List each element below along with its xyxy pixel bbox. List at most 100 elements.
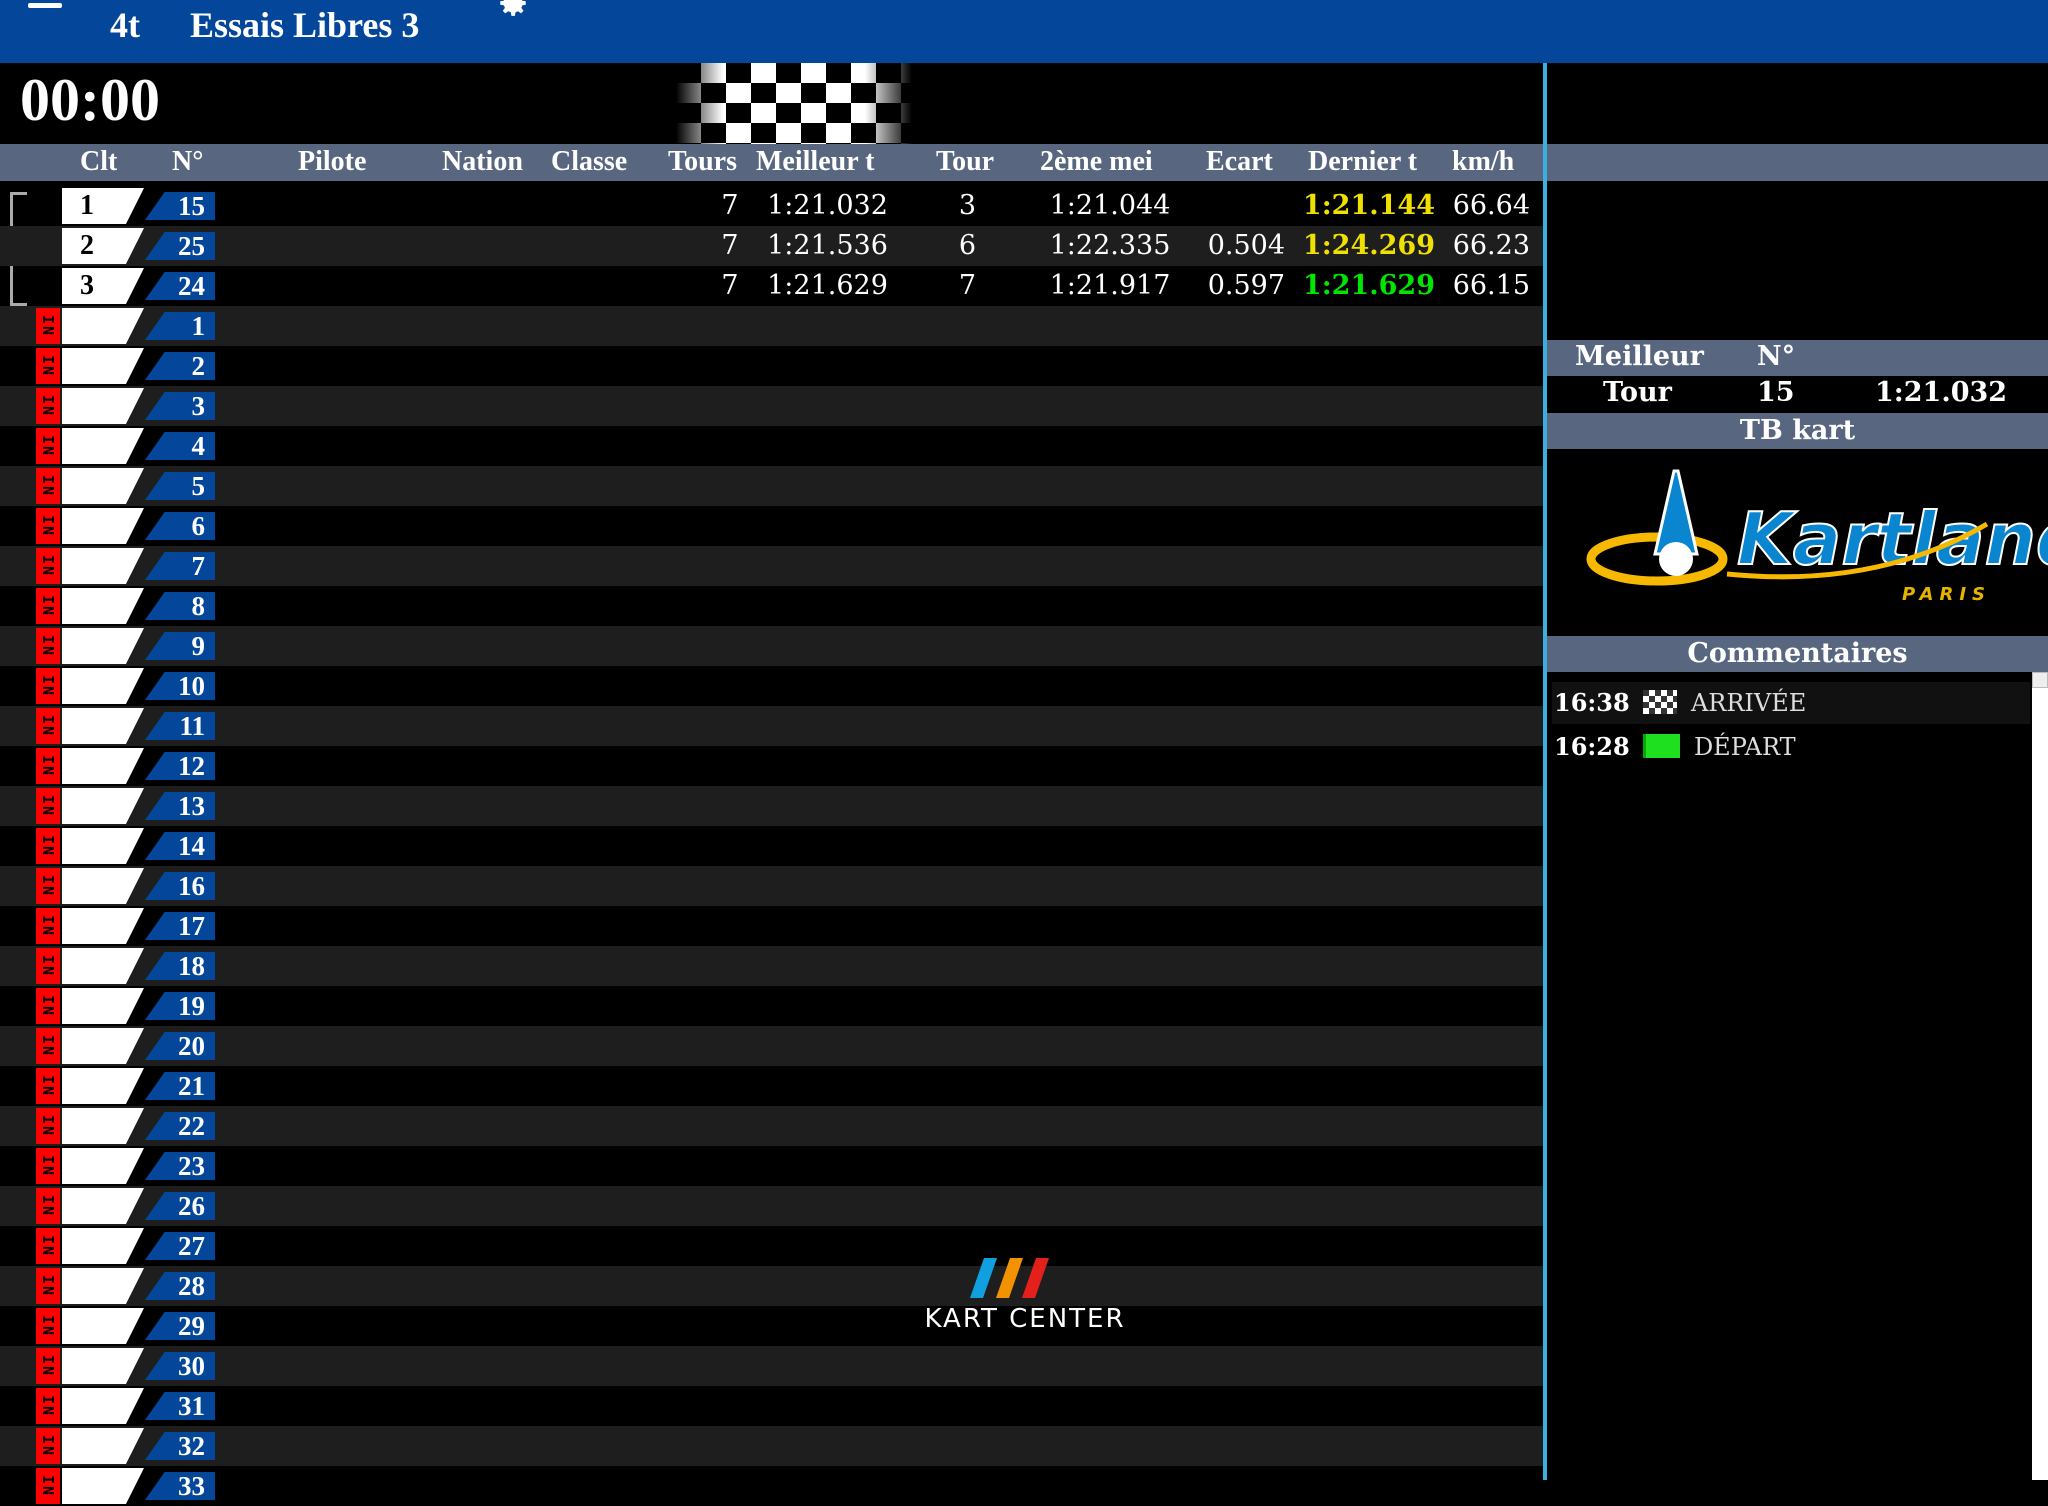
table-row[interactable]: IN 4 — [0, 426, 1543, 466]
table-row[interactable]: IN 11 — [0, 706, 1543, 746]
table-row[interactable]: IN 10 — [0, 666, 1543, 706]
checkered-flag-icon — [676, 63, 912, 144]
comments-scrollbar[interactable] — [2032, 672, 2048, 1480]
table-row[interactable]: IN 5 — [0, 466, 1543, 506]
position-badge — [62, 1468, 144, 1504]
cell-kmh: 66.23 — [1452, 230, 1530, 261]
pit-in-badge: IN — [36, 948, 60, 984]
table-row[interactable]: IN 2 — [0, 346, 1543, 386]
table-row[interactable]: IN 29 — [0, 1306, 1543, 1346]
table-row[interactable]: IN 32 — [0, 1426, 1543, 1466]
col-meilleur[interactable]: Meilleur t — [756, 146, 875, 177]
table-row[interactable]: IN 14 — [0, 826, 1543, 866]
table-row[interactable]: IN 28 — [0, 1266, 1543, 1306]
position-badge — [62, 1388, 144, 1424]
col-kmh[interactable]: km/h — [1452, 146, 1515, 177]
table-row[interactable]: IN 21 — [0, 1066, 1543, 1106]
table-row[interactable]: IN 17 — [0, 906, 1543, 946]
best-lap-label: Meilleur — [1575, 341, 1704, 372]
position-badge — [62, 748, 144, 784]
table-row[interactable]: IN 23 — [0, 1146, 1543, 1186]
pit-in-badge: IN — [36, 908, 60, 944]
cell-dernier: 1:21.629 — [1302, 270, 1435, 301]
comment-time: 16:38 — [1554, 688, 1630, 717]
table-row[interactable]: IN 3 — [0, 386, 1543, 426]
kartland-logo: Kartland PARIS — [1547, 449, 2048, 636]
table-row[interactable]: IN 7 — [0, 546, 1543, 586]
comment-item: 16:28 DÉPART — [1552, 726, 2030, 768]
scroll-up-arrow-icon[interactable] — [2032, 672, 2048, 688]
kart-number: 5 — [145, 472, 215, 500]
table-row[interactable]: 2 25 7 1:21.536 6 1:22.335 0.504 1:24.269 66.23 — [0, 226, 1543, 266]
best-lap-num: 15 — [1757, 377, 1795, 408]
cell-tour: 6 — [958, 230, 977, 261]
position-badge — [62, 1148, 144, 1184]
col-tours[interactable]: Tours — [668, 146, 738, 177]
pit-in-badge: IN — [36, 388, 60, 424]
col-num[interactable]: N° — [172, 146, 204, 177]
pit-in-badge: IN — [36, 348, 60, 384]
col-classe[interactable]: Classe — [551, 146, 628, 177]
table-row[interactable]: IN 16 — [0, 866, 1543, 906]
col-pilote[interactable]: Pilote — [298, 146, 367, 177]
table-row[interactable]: IN 22 — [0, 1106, 1543, 1146]
pit-in-badge: IN — [36, 1028, 60, 1064]
table-row[interactable]: IN 31 — [0, 1386, 1543, 1426]
cell-dernier: 1:21.144 — [1302, 190, 1435, 221]
pit-in-badge: IN — [36, 468, 60, 504]
gear-icon[interactable] — [496, 0, 530, 20]
table-row[interactable]: IN 6 — [0, 506, 1543, 546]
table-row[interactable]: IN 9 — [0, 626, 1543, 666]
table-row[interactable]: IN 20 — [0, 1026, 1543, 1066]
position-badge — [62, 1188, 144, 1224]
best-lap-tour-label: Tour — [1603, 377, 1672, 408]
col-tour[interactable]: Tour — [936, 146, 995, 177]
table-row[interactable]: IN 8 — [0, 586, 1543, 626]
pit-in-badge: IN — [36, 1428, 60, 1464]
table-row[interactable]: IN 27 — [0, 1226, 1543, 1266]
pit-in-badge: IN — [36, 1228, 60, 1264]
col-dernier[interactable]: Dernier t — [1308, 146, 1418, 177]
kart-number: 6 — [145, 512, 215, 540]
pit-in-badge: IN — [36, 1468, 60, 1504]
cell-ecart: 0.597 — [1207, 270, 1285, 301]
cell-kmh: 66.15 — [1452, 270, 1530, 301]
hamburger-icon[interactable] — [28, 0, 62, 15]
table-row[interactable]: 1 15 7 1:21.032 3 1:21.044 1:21.144 66.64 — [0, 186, 1543, 226]
kart-number: 8 — [145, 592, 215, 620]
col-ecart[interactable]: Ecart — [1206, 146, 1273, 177]
best-lap-time: 1:21.032 — [1875, 377, 2008, 408]
comment-item: 16:38 ARRIVÉE — [1552, 682, 2030, 724]
kart-number: 30 — [145, 1352, 215, 1380]
kart-number: 2 — [145, 352, 215, 380]
position-badge: 2 — [62, 228, 144, 264]
table-row[interactable]: IN 12 — [0, 746, 1543, 786]
kart-number: 15 — [145, 192, 215, 220]
col-clt[interactable]: Clt — [80, 146, 118, 177]
pit-in-badge: IN — [36, 1388, 60, 1424]
position-badge — [62, 428, 144, 464]
table-row[interactable]: IN 1 — [0, 306, 1543, 346]
position-badge — [62, 1308, 144, 1344]
table-row[interactable]: IN 18 — [0, 946, 1543, 986]
cell-deuxieme: 1:21.044 — [1049, 190, 1171, 221]
col-nation[interactable]: Nation — [442, 146, 523, 177]
session-code: 4t — [110, 5, 140, 45]
kart-number: 14 — [145, 832, 215, 860]
kart-number: 25 — [145, 232, 215, 260]
pit-in-badge: IN — [36, 548, 60, 584]
table-row[interactable]: IN 26 — [0, 1186, 1543, 1226]
best-lap-header: Meilleur N° — [1547, 340, 2048, 376]
pit-in-badge: IN — [36, 668, 60, 704]
table-row[interactable]: 3 24 7 1:21.629 7 1:21.917 0.597 1:21.629 66.15 — [0, 266, 1543, 306]
cell-meilleur: 1:21.536 — [767, 230, 888, 261]
table-row[interactable]: IN 30 — [0, 1346, 1543, 1386]
kartland-sub: PARIS — [1902, 584, 1991, 605]
position-badge — [62, 908, 144, 944]
table-row[interactable]: IN 33 — [0, 1466, 1543, 1506]
kart-number: 12 — [145, 752, 215, 780]
col-2eme[interactable]: 2ème mei — [1040, 146, 1153, 177]
position-badge — [62, 1108, 144, 1144]
table-row[interactable]: IN 13 — [0, 786, 1543, 826]
table-row[interactable]: IN 19 — [0, 986, 1543, 1026]
